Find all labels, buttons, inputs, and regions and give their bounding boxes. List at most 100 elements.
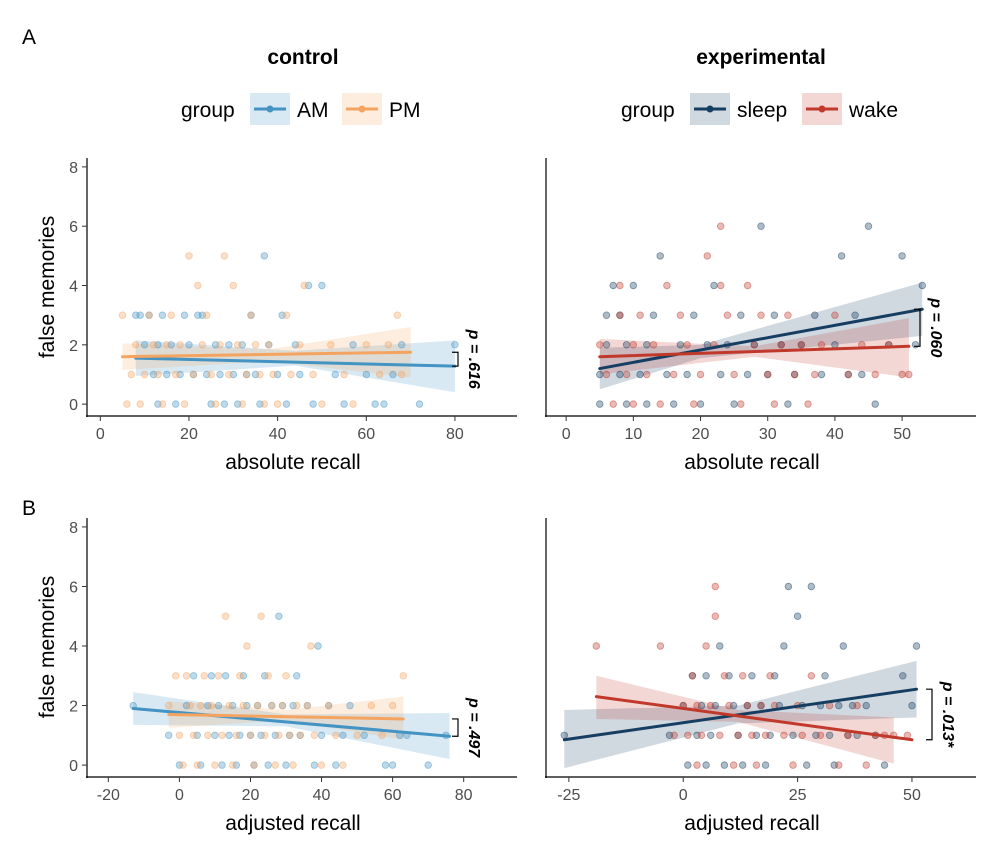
data-point-wake [844,370,852,379]
y-tick-label: 2 [69,338,78,355]
data-point-pm [211,400,220,408]
x-axis-title: absolute recall [684,451,819,474]
chart-b-control: -20 0 20 40 60 80 0 2 4 6 8 adjusted recall false me… [36,518,517,835]
data-point-wake [693,761,701,769]
data-point-pm [293,701,301,710]
data-point-wake [807,672,815,680]
x-tick-label: 25 [789,787,807,804]
p-value-label: p = .013* [939,681,956,748]
x-tick-label: 50 [903,787,921,804]
data-point-pm [271,761,279,769]
data-point-am [218,761,226,769]
data-point-pm [257,612,265,620]
data-point-sleep [663,370,671,379]
data-point-am [346,701,354,710]
data-point-am [211,731,219,739]
data-point-sleep [622,341,631,349]
data-point-pm [378,731,386,739]
data-point-wake [798,731,806,739]
data-point-pm [182,672,191,680]
data-point-pm [399,672,407,680]
data-point-wake [816,731,825,739]
p-value-label: p = .616 [465,329,482,389]
data-point-pm [123,400,131,408]
x-axis-title: absolute recall [225,451,360,474]
data-point-wake [790,370,799,379]
data-point-sleep [911,341,920,349]
data-point-sleep [757,222,765,230]
data-point-pm [289,761,297,769]
data-point-wake [770,400,779,408]
data-point-wake [831,311,839,319]
data-point-sleep [656,252,664,260]
data-point-wake [862,761,870,769]
data-point-pm [253,701,262,710]
data-point-wake [663,281,671,290]
legend-control: control group AM PM [181,46,421,125]
data-point-wake [636,311,644,319]
x-tick-label: 20 [180,426,198,443]
data-point-pm [176,341,184,349]
data-point-sleep [839,642,847,650]
data-point-pm [398,370,406,379]
data-point-sleep [784,400,792,408]
data-point-sleep [622,400,631,408]
data-point-pm [211,761,219,769]
data-point-pm [353,731,361,739]
data-point-pm [194,281,202,290]
data-point-pm [340,370,348,379]
points-pm [164,612,407,769]
p-value-bracket [452,718,459,737]
y-tick-label: 0 [69,758,78,775]
data-point-am [260,252,268,260]
data-point-pm [225,370,233,379]
data-point-am [207,672,216,680]
data-point-pm [260,400,268,408]
data-point-wake [622,370,631,379]
data-point-sleep [912,642,921,650]
data-point-am [349,341,357,349]
data-point-pm [349,400,357,408]
data-point-sleep [702,761,710,769]
data-point-sleep [862,701,870,710]
data-point-sleep [770,311,779,319]
data-point-pm [145,311,153,319]
data-point-pm [233,341,242,349]
legend-dot-wake [818,105,826,113]
data-point-am [293,672,301,680]
data-point-pm [303,701,311,710]
data-point-sleep [835,701,843,710]
data-point-sleep [880,761,889,769]
panel-letter-a: A [22,26,36,49]
fit-line-pm [167,712,405,721]
data-point-pm [309,370,317,379]
y-tick-label: 4 [69,639,78,656]
data-point-wake [844,731,852,739]
data-point-wake [703,252,711,260]
chart-a-experimental: 0 10 20 30 40 50 absolute recall p = .060 [545,158,976,474]
data-point-sleep [899,672,907,680]
data-point-pm [318,400,326,408]
chart-a-control: 0 20 40 60 80 0 2 4 6 8 absolute recall false memor… [36,158,517,474]
data-point-am [314,642,322,650]
x-tick-label: 80 [455,787,473,804]
fit-line-am [131,707,451,738]
data-point-wake [649,341,658,349]
data-point-sleep [803,761,811,769]
p-value-bracket [926,688,933,741]
x-tick-label: 50 [893,426,911,443]
fit-line-sleep [562,687,919,742]
data-point-pm [207,701,216,710]
y-axis-title: false memories [36,216,59,358]
fit-line-pm [120,350,413,359]
data-point-sleep [643,341,651,349]
data-point-am [398,341,406,349]
x-tick-label: 20 [692,426,710,443]
data-point-wake [780,731,788,739]
data-point-wake [750,341,758,349]
data-point-wake [696,370,705,379]
data-point-pm [296,341,304,349]
data-point-wake [811,370,819,379]
x-tick-label: 40 [826,426,844,443]
data-point-pm [180,400,189,408]
